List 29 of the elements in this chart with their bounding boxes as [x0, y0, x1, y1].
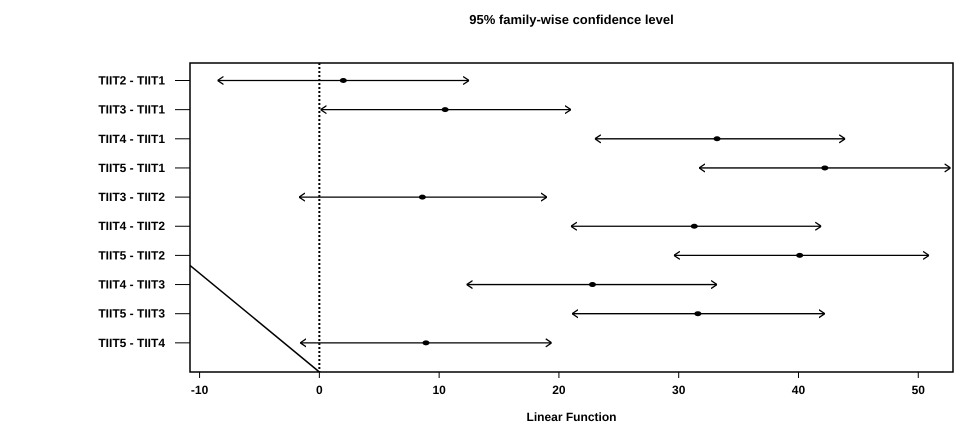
x-tick-label: 40 [792, 383, 806, 397]
point [796, 252, 804, 258]
x-tick-label: -10 [190, 383, 209, 397]
y-tick-label: TIIT5 - TIIT3 [98, 306, 166, 321]
point [714, 136, 721, 142]
x-tick-label: 10 [432, 383, 446, 397]
y-tick-label: TIIT4 - TIIT1 [98, 132, 166, 146]
point [442, 107, 449, 112]
y-tick-label: TIIT2 - TIIT1 [98, 73, 166, 88]
y-tick-label: TIIT4 - TIIT2 [98, 219, 166, 234]
point [694, 311, 702, 316]
point [821, 165, 828, 170]
y-tick-label: TIIT5 - TIIT2 [98, 248, 166, 262]
x-tick-label: 0 [316, 383, 324, 397]
y-tick-label: TIIT5 - TIIT1 [98, 160, 166, 175]
x-tick-label: 20 [552, 383, 566, 397]
point [422, 340, 430, 346]
point [340, 78, 347, 83]
x-tick-label: 50 [912, 383, 926, 397]
y-tick-label: TIIT4 - TIIT3 [98, 278, 166, 292]
y-tick-label: TIIT3 - TIIT2 [98, 190, 166, 204]
y-tick-label: TIIT5 - TIIT4 [98, 336, 166, 350]
point [418, 194, 426, 200]
x-tick-label: 30 [672, 383, 686, 397]
x-axis-title: Linear Function [526, 410, 616, 424]
point [690, 224, 698, 229]
y-tick-label: TIIT3 - TIIT1 [98, 102, 166, 117]
chart-title: 95% family-wise confidence level [469, 12, 674, 27]
point [588, 282, 596, 288]
